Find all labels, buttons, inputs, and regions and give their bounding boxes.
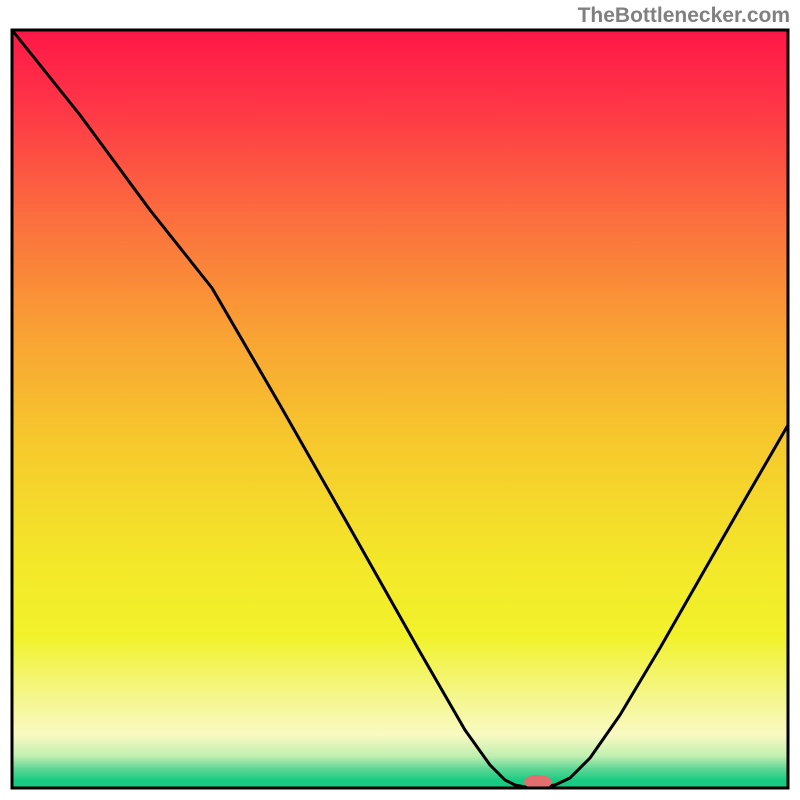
chart-background — [12, 30, 788, 788]
watermark-text: TheBottlenecker.com — [578, 4, 790, 28]
chart-container: TheBottlenecker.com — [0, 0, 800, 800]
bottleneck-chart — [0, 0, 800, 800]
